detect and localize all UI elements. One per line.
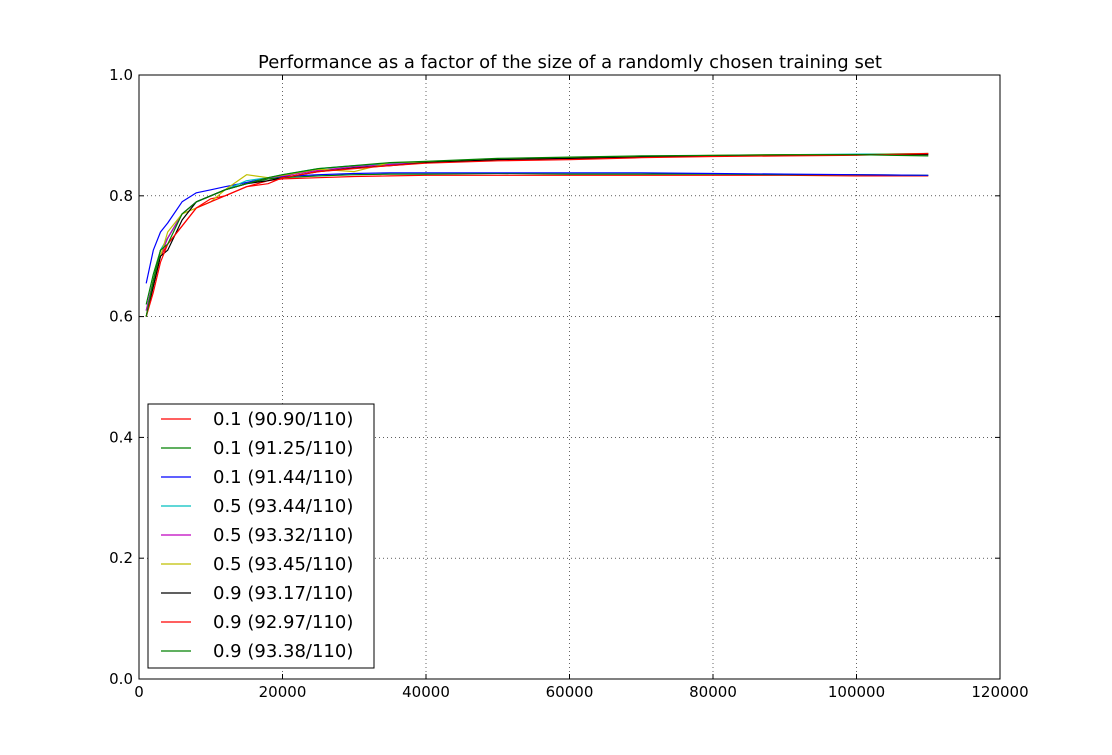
chart-title: Performance as a factor of the size of a…: [258, 52, 882, 73]
series-line-8: [145, 152, 929, 317]
legend: 0.1 (90.90/110) 0.1 (91.25/110) 0.1 (91.44…: [147, 403, 375, 669]
legend-label: 0.1 (91.25/110): [213, 438, 353, 459]
series-line-9: [145, 154, 929, 317]
legend-label: 0.1 (91.44/110): [213, 467, 353, 488]
y-tick-label: 0.4: [109, 428, 133, 446]
legend-label: 0.5 (93.44/110): [213, 496, 353, 517]
legend-label: 0.5 (93.32/110): [213, 525, 353, 546]
x-tick-label: 40000: [402, 683, 450, 701]
x-tick-label: 0: [134, 683, 144, 701]
x-tick-label: 80000: [689, 683, 737, 701]
legend-label: 0.9 (93.38/110): [213, 641, 353, 662]
x-tick-label: 100000: [828, 683, 885, 701]
x-tick-label: 20000: [259, 683, 307, 701]
y-tick-label: 0.2: [109, 549, 133, 567]
y-tick-label: 0.0: [109, 670, 133, 688]
x-tick-label: 120000: [971, 683, 1028, 701]
x-tick-label: 60000: [546, 683, 594, 701]
legend-label: 0.9 (93.17/110): [213, 583, 353, 604]
y-tick-label: 0.8: [109, 187, 133, 205]
legend-label: 0.9 (92.97/110): [213, 612, 353, 633]
series-lines: [145, 152, 929, 317]
legend-label: 0.5 (93.45/110): [213, 554, 353, 575]
y-tick-label: 0.6: [109, 308, 133, 326]
y-tick-label: 1.0: [109, 66, 133, 84]
series-line-3: [145, 172, 929, 284]
legend-label: 0.1 (90.90/110): [213, 409, 353, 430]
axis-ticks: 0 20000 40000 60000 80000 100000 120000 0.0 0.2 0…: [109, 66, 1028, 701]
